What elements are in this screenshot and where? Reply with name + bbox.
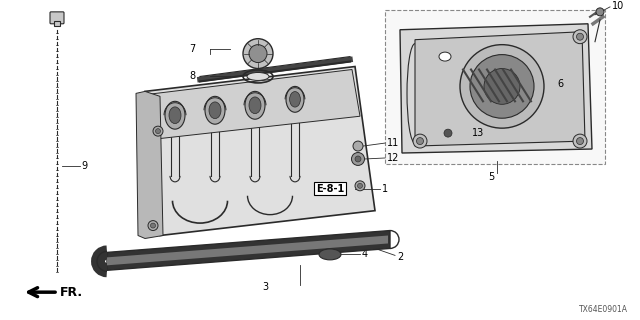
Text: 1: 1 bbox=[382, 184, 388, 194]
Ellipse shape bbox=[165, 101, 185, 129]
Circle shape bbox=[243, 39, 273, 68]
Text: 13: 13 bbox=[472, 128, 484, 138]
Circle shape bbox=[470, 55, 534, 118]
Ellipse shape bbox=[245, 92, 265, 119]
Polygon shape bbox=[400, 24, 592, 153]
Circle shape bbox=[417, 138, 424, 145]
Text: E-8-1: E-8-1 bbox=[316, 184, 344, 194]
Polygon shape bbox=[145, 67, 375, 236]
Text: 2: 2 bbox=[397, 252, 403, 262]
Circle shape bbox=[355, 156, 361, 162]
Circle shape bbox=[596, 8, 604, 16]
FancyBboxPatch shape bbox=[54, 21, 60, 26]
Text: 5: 5 bbox=[488, 172, 494, 182]
Circle shape bbox=[413, 134, 427, 148]
Polygon shape bbox=[136, 92, 163, 238]
Ellipse shape bbox=[286, 86, 304, 112]
Text: 12: 12 bbox=[387, 153, 399, 163]
Circle shape bbox=[353, 141, 363, 151]
Ellipse shape bbox=[290, 92, 300, 107]
Circle shape bbox=[351, 153, 365, 165]
Ellipse shape bbox=[249, 97, 261, 114]
Ellipse shape bbox=[319, 249, 341, 260]
Polygon shape bbox=[107, 230, 390, 270]
Text: 4: 4 bbox=[362, 249, 368, 260]
Circle shape bbox=[156, 129, 161, 134]
Text: FR.: FR. bbox=[60, 286, 83, 299]
Circle shape bbox=[355, 181, 365, 191]
Polygon shape bbox=[107, 236, 388, 265]
Ellipse shape bbox=[439, 52, 451, 61]
Circle shape bbox=[460, 45, 544, 128]
Circle shape bbox=[573, 30, 587, 44]
Text: TX64E0901A: TX64E0901A bbox=[579, 305, 628, 314]
Circle shape bbox=[484, 68, 520, 104]
Text: 11: 11 bbox=[387, 138, 399, 148]
Circle shape bbox=[148, 220, 158, 230]
Text: 7: 7 bbox=[189, 44, 195, 54]
Circle shape bbox=[153, 126, 163, 136]
Ellipse shape bbox=[209, 102, 221, 119]
Polygon shape bbox=[148, 69, 360, 139]
FancyBboxPatch shape bbox=[50, 12, 64, 24]
FancyBboxPatch shape bbox=[385, 10, 605, 164]
Circle shape bbox=[573, 134, 587, 148]
Circle shape bbox=[358, 183, 362, 188]
Circle shape bbox=[150, 223, 156, 228]
Circle shape bbox=[249, 45, 267, 62]
Text: 10: 10 bbox=[612, 1, 624, 11]
Text: 6: 6 bbox=[557, 79, 563, 89]
Ellipse shape bbox=[205, 96, 225, 124]
Circle shape bbox=[577, 33, 584, 40]
Text: 3: 3 bbox=[262, 282, 268, 292]
Text: 9: 9 bbox=[81, 161, 87, 171]
Text: 8: 8 bbox=[189, 71, 195, 82]
Polygon shape bbox=[415, 32, 585, 146]
Ellipse shape bbox=[169, 107, 181, 124]
Ellipse shape bbox=[247, 73, 269, 80]
Circle shape bbox=[577, 138, 584, 145]
Circle shape bbox=[444, 129, 452, 137]
